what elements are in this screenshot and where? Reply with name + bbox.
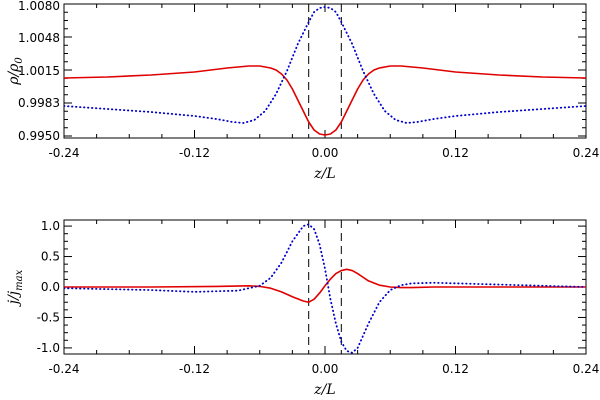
current-y-tick-label: 0.5	[41, 250, 60, 264]
density-x-tick-label: -0.12	[179, 146, 210, 160]
density-dotted-series-line	[64, 6, 586, 124]
current-x-tick-label: 0.00	[312, 362, 339, 376]
density-x-tick-label: 0.00	[312, 146, 339, 160]
density-ylabel-sub: 0	[14, 57, 25, 64]
density-plot-frame	[63, 3, 587, 139]
density-x-tick-label: 0.12	[442, 146, 469, 160]
current-xlabel: z/L	[313, 382, 335, 398]
current-y-tick-label: 1.0	[41, 219, 60, 233]
current-ylabel-sub: max	[14, 269, 25, 290]
density-x-tick-label: -0.24	[48, 146, 79, 160]
current-ylabel: j/jmax	[6, 269, 25, 307]
current-x-tick-label: 0.24	[573, 362, 600, 376]
current-ylabel-main: j/j	[6, 290, 22, 307]
density-xlabel: z/L	[313, 166, 335, 182]
density-y-tick-label: 1.0015	[18, 64, 60, 78]
density-ylabel-main: ρ/ρ	[6, 63, 22, 86]
current-dotted-series-line	[64, 223, 586, 354]
current-panel: -0.24 -0.12 0.00 0.12 0.24 -1.0 -0.5 0.0 0.5 1.0 z…	[6, 219, 599, 398]
density-series-group	[64, 6, 586, 136]
current-y-tick-label: -1.0	[37, 341, 60, 355]
density-solid-series-line	[64, 65, 586, 136]
density-y-tick-label: 1.0048	[18, 31, 60, 45]
current-y-tick-label: 0.0	[41, 280, 60, 294]
current-x-tick-label: -0.12	[179, 362, 210, 376]
current-x-tick-label: 0.12	[442, 362, 469, 376]
density-x-tick-label: 0.24	[573, 146, 600, 160]
density-ylabel: ρ/ρ0	[6, 57, 25, 86]
current-solid-series-line	[64, 268, 586, 304]
density-panel: -0.24 -0.12 0.00 0.12 0.24 0.9950 0.9983 1.0015…	[6, 0, 599, 182]
density-y-tick-label: 0.9950	[18, 129, 60, 143]
density-y-tick-label: 1.0080	[18, 0, 60, 13]
current-y-tick-label: -0.5	[37, 310, 60, 324]
current-x-tick-label: -0.24	[48, 362, 79, 376]
current-series-group	[64, 223, 586, 354]
density-y-tick-label: 0.9983	[18, 96, 60, 110]
